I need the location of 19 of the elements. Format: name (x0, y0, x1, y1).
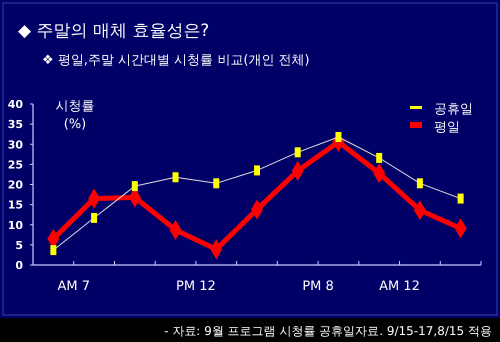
legend-label: 평일 (434, 120, 460, 135)
chart-title: ◆ 주말의 매체 효율성은? (18, 21, 210, 41)
y-tick-label: 40 (8, 98, 24, 111)
text: - 자료: 9월 프로그램 시청률 공휴일자료. 9/15-17,8/15 적용 (164, 324, 492, 338)
y-tick-label: 5 (15, 238, 23, 252)
y-tick-label: 35 (8, 118, 23, 132)
chart-subtitle: ❖ 평일,주말 시간대별 시청률 비교(개인 전체) (42, 53, 310, 68)
y-tick-label: 0 (15, 259, 24, 272)
legend-label: 공휴일 (434, 102, 473, 117)
y-tick-label: 20 (8, 178, 24, 192)
text: PM 8 (302, 279, 334, 294)
y-tick-label: 25 (8, 158, 23, 172)
y-axis-title: 시청률 (%) (56, 99, 94, 132)
y-tick-label: 10 (8, 218, 24, 232)
y-tick-label: 15 (8, 198, 23, 212)
text: AM 7 (57, 279, 90, 294)
text: AM 12 (379, 279, 420, 294)
text: PM 12 (176, 279, 216, 294)
y-tick-label: 30 (8, 138, 24, 152)
